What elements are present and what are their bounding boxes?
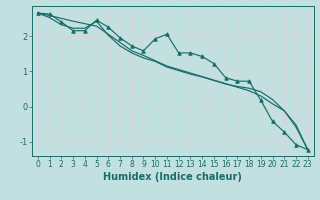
X-axis label: Humidex (Indice chaleur): Humidex (Indice chaleur)	[103, 172, 242, 182]
